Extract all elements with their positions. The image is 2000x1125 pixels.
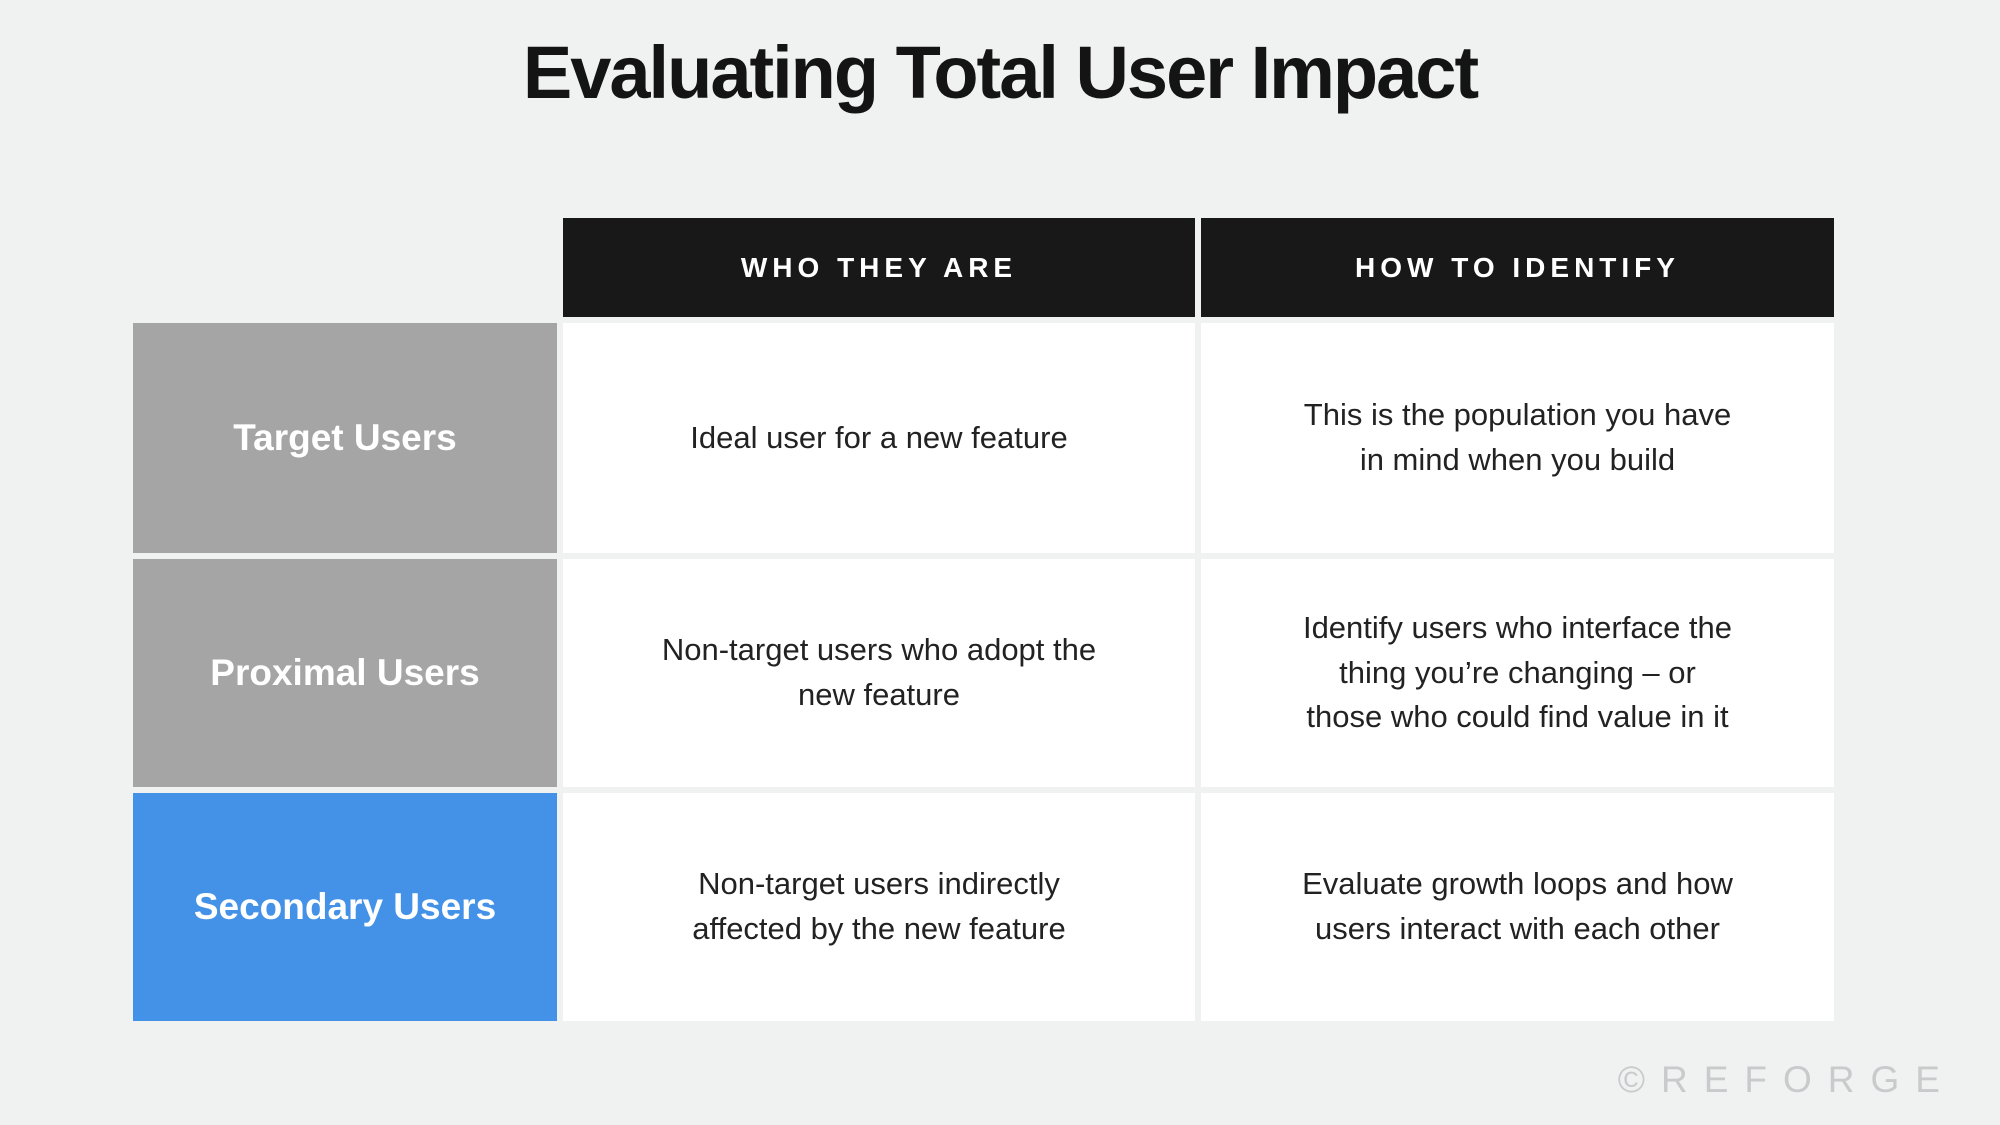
row-label-secondary-users: Secondary Users [133, 793, 557, 1021]
cell-proximal-users-identify: Identify users who interface the thing y… [1201, 559, 1834, 787]
cell-proximal-users-who: Non-target users who adopt the new featu… [563, 559, 1195, 787]
cell-target-users-identify: This is the population you have in mind … [1201, 323, 1834, 553]
cell-target-users-who: Ideal user for a new feature [563, 323, 1195, 553]
cell-secondary-users-who: Non-target users indirectly affected by … [563, 793, 1195, 1021]
cell-secondary-users-identify: Evaluate growth loops and how users inte… [1201, 793, 1834, 1021]
reforge-watermark: ©REFORGE [1617, 1059, 1956, 1100]
column-header-who-they-are: WHO THEY ARE [563, 218, 1195, 317]
page-title: Evaluating Total User Impact [522, 31, 1479, 114]
user-impact-table: WHO THEY ARE HOW TO IDENTIFY Target User… [133, 218, 1834, 1021]
row-label-proximal-users: Proximal Users [133, 559, 557, 787]
row-label-target-users: Target Users [133, 323, 557, 553]
column-header-how-to-identify: HOW TO IDENTIFY [1201, 218, 1834, 317]
corner-spacer [133, 218, 557, 317]
